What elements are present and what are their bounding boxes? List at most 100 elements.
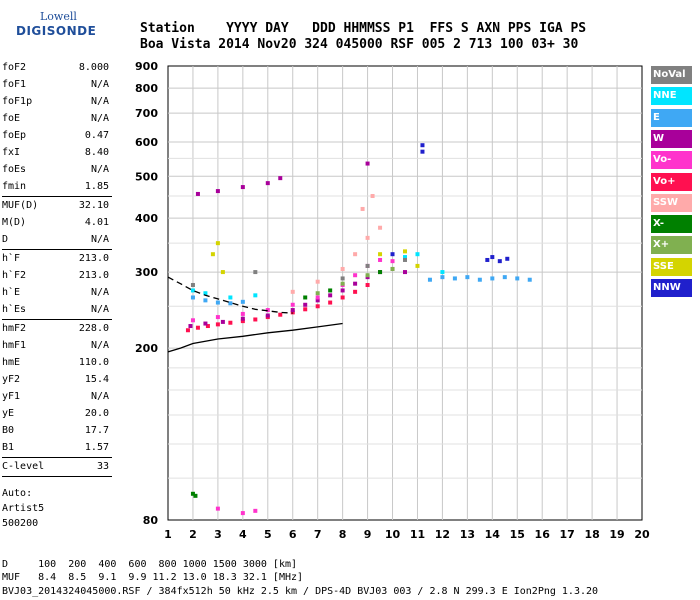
param-row: foEs N/A <box>2 161 112 178</box>
param-name: hmF1 <box>2 340 27 351</box>
param-row: foF2 8.000 <box>2 59 112 76</box>
scaled-parameters-list: foF2 8.000 foF1 N/A foF1p N/A foE N/A foEp 0.47 fx… <box>2 59 112 477</box>
param-name: yE <box>2 408 15 419</box>
param-row: MUF(D) 32.10 <box>2 197 112 214</box>
point-nnw <box>390 252 395 257</box>
x-tick-label: 6 <box>289 528 297 541</box>
param-name: h`F <box>2 253 21 264</box>
param-row: C-level 33 <box>2 458 112 475</box>
point-sse <box>220 270 225 275</box>
point-noval <box>190 283 195 288</box>
point-w <box>365 161 370 166</box>
param-name: hmE <box>2 357 21 368</box>
point-x- <box>193 493 198 498</box>
legend-item-ssw: SSW <box>651 193 692 212</box>
param-divider <box>2 249 112 250</box>
x-tick-label: 19 <box>609 528 624 541</box>
point-nne <box>190 288 195 293</box>
y-tick-label: 900 <box>135 60 158 73</box>
point-sse <box>210 252 215 257</box>
param-divider <box>2 319 112 320</box>
file-info-footer: BVJ03_2014324045000.RSF / 384fx512h 50 k… <box>2 586 599 597</box>
legend-item-e: E <box>651 108 692 127</box>
x-tick-label: 12 <box>435 528 450 541</box>
point-e <box>240 299 245 304</box>
header-values: Boa Vista 2014 Nov20 324 045000 RSF 005 … <box>140 37 579 52</box>
param-row: h`E N/A <box>2 284 112 301</box>
legend-item-x-: X- <box>651 215 692 234</box>
param-value: N/A <box>90 391 109 402</box>
x-tick-label: 14 <box>485 528 501 541</box>
x-tick-label: 1 <box>164 528 172 541</box>
param-name: h`E <box>2 287 21 298</box>
point-vo- <box>195 325 200 330</box>
point-vo- <box>253 317 258 322</box>
point-vo- <box>303 307 308 312</box>
point-w <box>220 319 225 324</box>
param-row: yE 20.0 <box>2 405 112 422</box>
y-tick-label: 500 <box>135 170 158 183</box>
param-name: yF2 <box>2 374 21 385</box>
point-sse <box>415 263 420 268</box>
param-row: h`F 213.0 <box>2 250 112 267</box>
param-row: M(D) 4.01 <box>2 214 112 231</box>
point-nne <box>253 293 258 298</box>
x-tick-label: 7 <box>314 528 322 541</box>
param-row: yF2 15.4 <box>2 371 112 388</box>
point-vo- <box>315 295 320 300</box>
x-tick-label: 2 <box>189 528 197 541</box>
point-w <box>353 281 358 286</box>
param-name: foE <box>2 113 21 124</box>
param-value: 4.01 <box>84 217 109 228</box>
param-value: N/A <box>90 113 109 124</box>
param-value: N/A <box>90 287 109 298</box>
point-ssw <box>360 206 365 211</box>
point-w <box>240 316 245 321</box>
param-divider <box>2 476 112 477</box>
point-ssw <box>353 252 358 257</box>
param-value: 8.40 <box>84 147 109 158</box>
point-w <box>188 324 193 329</box>
point-x- <box>303 295 308 300</box>
point-x- <box>390 266 395 271</box>
param-name: fxI <box>2 147 21 158</box>
param-name: h`Es <box>2 304 27 315</box>
point-vo- <box>215 322 220 327</box>
param-row: B0 17.7 <box>2 422 112 439</box>
param-name: M(D) <box>2 217 27 228</box>
point-vo- <box>215 315 220 320</box>
point-w <box>303 302 308 307</box>
point-w <box>340 288 345 293</box>
point-e <box>452 276 457 281</box>
param-row: D N/A <box>2 231 112 248</box>
point-vo- <box>215 506 220 511</box>
legend-item-sse: SSE <box>651 257 692 276</box>
point-vo- <box>185 328 190 333</box>
point-nnw <box>485 257 490 262</box>
x-tick-label: 13 <box>460 528 475 541</box>
point-sse <box>403 249 407 254</box>
point-nne <box>415 252 420 257</box>
point-x- <box>328 288 333 293</box>
logo-line-digisonde: DIGISONDE <box>16 24 97 38</box>
point-e <box>215 300 220 305</box>
y-tick-label: 200 <box>135 342 158 355</box>
param-row: foEp 0.47 <box>2 127 112 144</box>
x-tick-label: 20 <box>634 528 650 541</box>
param-name: hmF2 <box>2 323 27 334</box>
param-value: 110.0 <box>78 357 109 368</box>
param-value: 213.0 <box>78 270 109 281</box>
point-vo- <box>240 311 245 316</box>
param-value: N/A <box>90 340 109 351</box>
param-name: foEs <box>2 164 27 175</box>
legend-item-vo-: Vo- <box>651 151 692 170</box>
legend-item-w: W <box>651 129 692 148</box>
lowell-digisonde-logo: Lowell DIGISONDE <box>6 8 96 52</box>
x-tick-label: 5 <box>264 528 272 541</box>
point-e <box>228 301 233 306</box>
param-row: foE N/A <box>2 110 112 127</box>
x-tick-label: 16 <box>535 528 551 541</box>
point-vo- <box>290 310 295 315</box>
point-w <box>290 308 295 313</box>
